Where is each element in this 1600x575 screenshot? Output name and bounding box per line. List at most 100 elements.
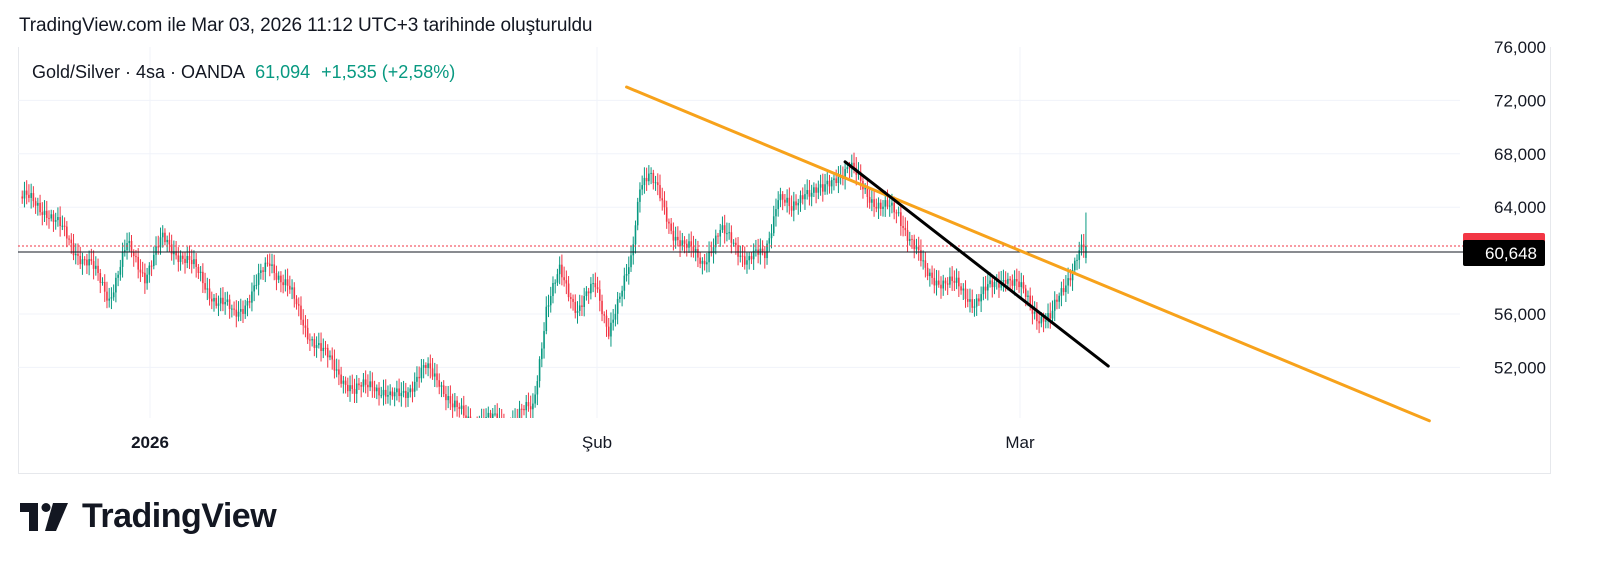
candle-body (184, 258, 186, 264)
candle-body (904, 227, 907, 231)
candle-body (206, 288, 209, 290)
candle-body (32, 193, 35, 202)
candle-body (556, 274, 559, 283)
candle-body (25, 190, 28, 195)
candle-body (748, 256, 751, 261)
candle-body (333, 359, 336, 371)
candle-body (917, 246, 920, 251)
candle-body (706, 262, 708, 265)
candle-body (239, 309, 242, 312)
candle-body (476, 423, 478, 430)
time-axis-label: Mar (1005, 433, 1035, 452)
candle-body (739, 255, 742, 257)
candle-body (170, 244, 173, 255)
candle-body (619, 296, 621, 299)
symbol-legend[interactable]: Gold/Silver · 4sa · OANDA 61,094 +1,535 … (32, 62, 455, 83)
candle-body (982, 286, 985, 295)
candle-body (1018, 281, 1020, 288)
candle-body (668, 221, 670, 224)
candle-body (908, 238, 911, 241)
candle-body (77, 253, 79, 256)
candle-body (844, 169, 846, 179)
candle-body (157, 246, 160, 248)
tradingview-logo[interactable]: TradingView (20, 497, 277, 536)
candle-body (1078, 250, 1081, 260)
candle-body (592, 283, 594, 285)
candle-body (499, 419, 501, 422)
candle-body (264, 262, 267, 272)
candle-body (433, 373, 436, 377)
candle-body (518, 408, 521, 418)
candle-body (659, 185, 661, 199)
price-axis: 76,000 72,000 68,000 64,000 56,000 52,000 (1494, 38, 1546, 377)
price-chart[interactable]: 61,09460,648 76,00072,00068,00064,00056,… (0, 0, 1600, 480)
candle-body (897, 212, 900, 214)
candle-body (496, 413, 499, 418)
candle-body (817, 187, 820, 193)
candle-body (320, 343, 322, 352)
candle-body (813, 187, 815, 193)
candle-body (554, 282, 556, 284)
candle-body (677, 236, 679, 241)
candle-body (875, 206, 878, 209)
candle-body (570, 297, 572, 299)
candle-body (596, 287, 599, 290)
candle-body (387, 395, 389, 397)
candle-body (512, 420, 514, 430)
candle-body (926, 267, 929, 277)
candle-body (45, 210, 48, 218)
candle-body (494, 413, 496, 415)
candle-body (536, 381, 539, 395)
candle-body (964, 288, 967, 299)
candle-body (683, 240, 686, 244)
candle-body (652, 172, 655, 183)
candle-body (28, 194, 30, 198)
candle-body (449, 396, 452, 404)
candle-body (21, 196, 24, 199)
candle-body (712, 247, 715, 254)
candle-body (998, 280, 1000, 288)
candle-body (295, 298, 298, 305)
candle-body (1060, 288, 1063, 296)
candle-body (946, 283, 949, 285)
candle-body (474, 423, 476, 426)
candle-body (57, 217, 59, 221)
candle-body (398, 388, 400, 397)
candle-body (222, 297, 224, 305)
candle-body (351, 385, 354, 389)
candle-body (953, 280, 956, 283)
candle-body (614, 313, 617, 320)
candle-body (520, 408, 523, 410)
candle-body (995, 280, 998, 283)
candle-body (806, 190, 808, 195)
candle-body (1053, 299, 1056, 311)
candle-body (268, 263, 271, 266)
candle-body (987, 284, 989, 291)
candle-body (913, 239, 916, 250)
candle-body (456, 400, 458, 407)
candle-body (43, 210, 46, 215)
candle-body (636, 201, 639, 226)
candle-body (1022, 282, 1025, 289)
candle-body (824, 184, 826, 192)
candle-body (1040, 316, 1043, 324)
candle-body (1042, 316, 1045, 322)
candle-body (708, 251, 710, 263)
candle-body (750, 256, 753, 260)
candle-body (846, 167, 849, 170)
candle-body (516, 419, 518, 420)
candle-body (935, 280, 938, 286)
candle-body (155, 246, 157, 255)
time-axis-label: 2026 (131, 433, 169, 452)
candle-body (431, 368, 434, 377)
candle-body (1080, 244, 1083, 251)
candle-body (161, 232, 164, 238)
candle-body (866, 187, 869, 197)
candle-body (991, 280, 994, 288)
candle-body (41, 212, 44, 215)
candle-body (1069, 278, 1072, 281)
candle-body (369, 381, 371, 388)
candle-body (766, 243, 768, 259)
candle-body (289, 285, 291, 290)
candle-body (634, 225, 637, 245)
